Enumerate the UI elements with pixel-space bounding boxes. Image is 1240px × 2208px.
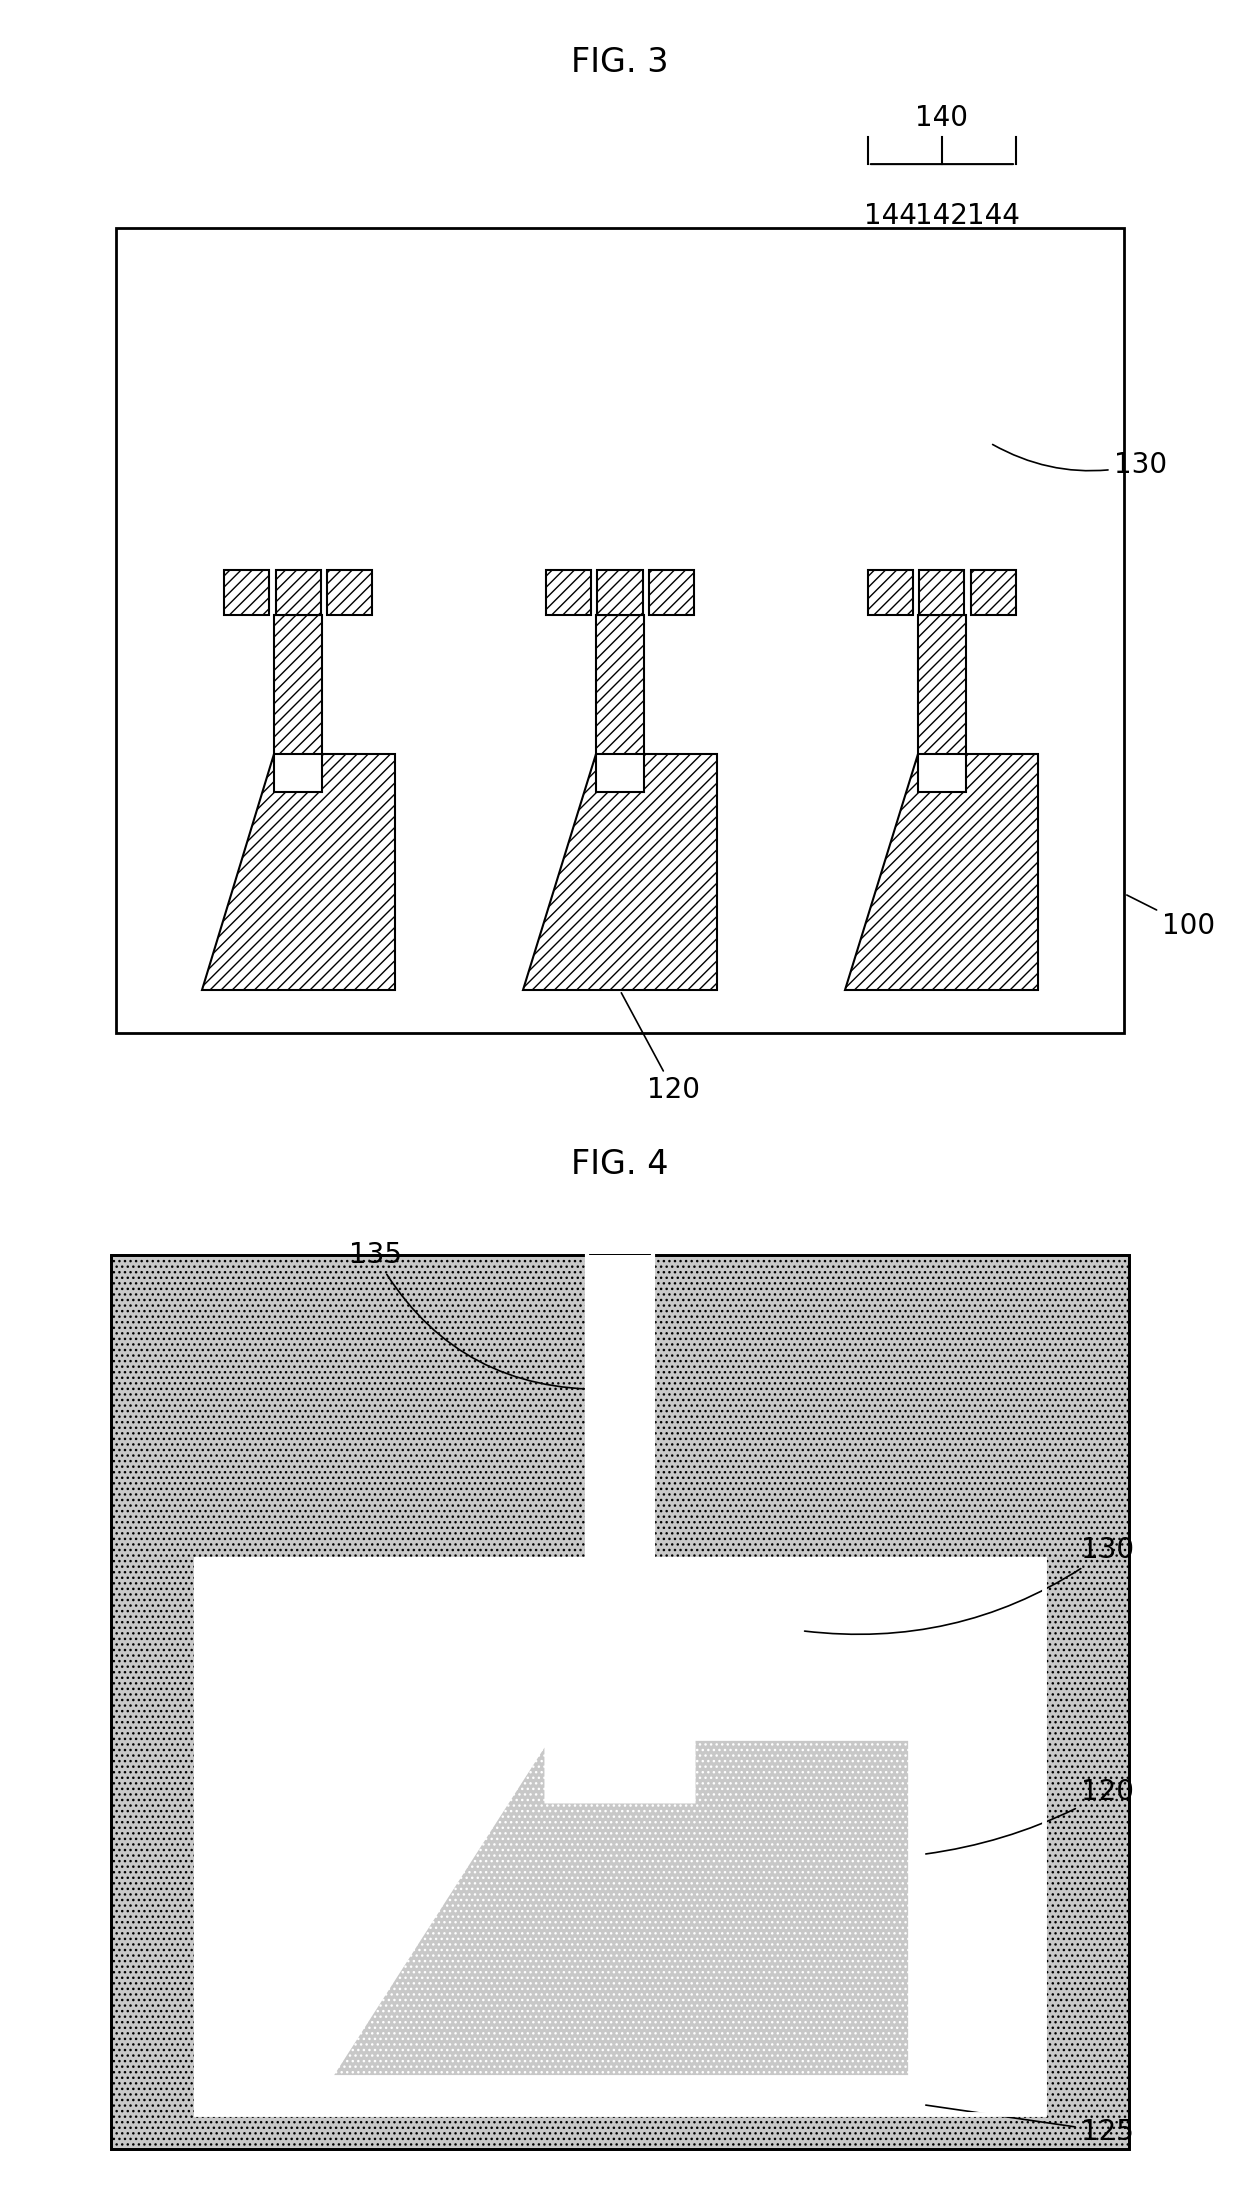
Text: FIG. 4: FIG. 4 — [572, 1148, 668, 1181]
Bar — [598, 570, 642, 614]
Bar — [546, 570, 591, 614]
Text: 130: 130 — [805, 1537, 1133, 1634]
Bar — [649, 570, 694, 614]
Bar — [868, 570, 913, 614]
Polygon shape — [846, 755, 1038, 991]
Text: 140: 140 — [915, 104, 968, 132]
Text: 100: 100 — [1127, 894, 1215, 941]
Bar — [110, 1254, 1130, 2148]
Bar — [971, 570, 1016, 614]
Text: 125: 125 — [926, 2104, 1133, 2146]
Bar — [224, 570, 269, 614]
Text: 120: 120 — [621, 994, 701, 1104]
Polygon shape — [202, 755, 394, 991]
Text: 135: 135 — [348, 1241, 605, 1389]
Bar — [918, 614, 966, 755]
Text: 144: 144 — [864, 201, 916, 230]
Bar — [274, 614, 322, 755]
Polygon shape — [523, 755, 717, 991]
Bar — [196, 1559, 1044, 2113]
Bar — [196, 1559, 1044, 2113]
Polygon shape — [329, 1738, 911, 2078]
Text: FIG. 3: FIG. 3 — [572, 46, 668, 79]
Bar — [115, 227, 1125, 1033]
Bar — [275, 570, 321, 614]
Bar — [327, 570, 372, 614]
Text: 144: 144 — [967, 201, 1019, 230]
Bar — [596, 614, 644, 755]
Bar — [919, 570, 965, 614]
Text: 130: 130 — [992, 444, 1167, 479]
Bar — [110, 1254, 1130, 2148]
Bar — [587, 1254, 653, 1738]
Text: 120: 120 — [926, 1777, 1133, 1855]
Text: 142: 142 — [915, 201, 968, 230]
